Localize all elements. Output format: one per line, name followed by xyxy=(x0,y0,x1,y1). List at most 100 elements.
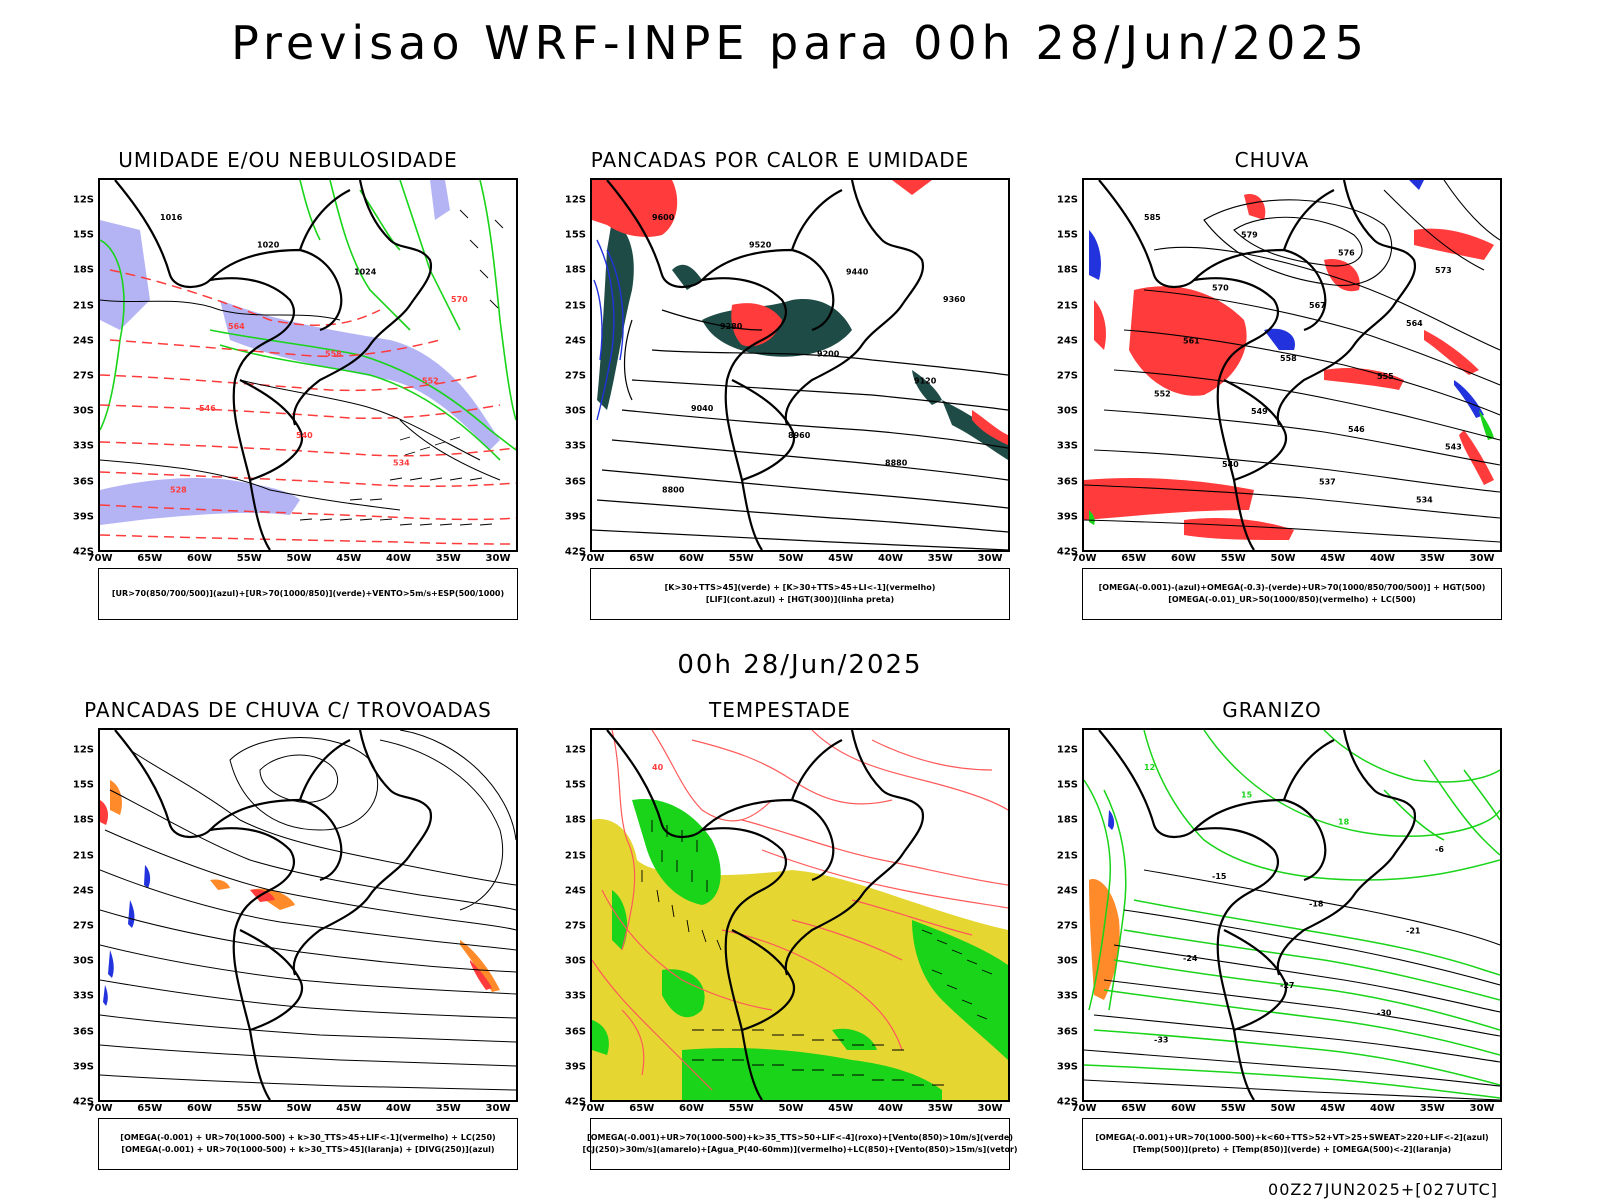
legend-line: [OMEGA(-0.001)+UR>70(1000-500)+k>35_TTS>… xyxy=(587,1133,1013,1142)
lat-tick-label: 30S xyxy=(72,955,94,967)
lat-tick-label: 33S xyxy=(1056,440,1078,452)
lon-tick-label: 65W xyxy=(1121,553,1147,564)
streamlines xyxy=(100,730,516,1091)
lat-tick-label: 42S xyxy=(564,546,586,558)
lat-tick-label: 39S xyxy=(564,511,586,523)
lon-tick-label: 65W xyxy=(629,1103,655,1114)
lat-tick-label: 36S xyxy=(72,1026,94,1038)
lat-tick-label: 30S xyxy=(1056,405,1078,417)
lat-tick-label: 33S xyxy=(72,440,94,452)
legend-line: [Temp(500)](preto) + [Temp(850)](verde) … xyxy=(1132,1145,1452,1154)
longitude-axis: 70W 65W 60W 55W 50W 45W 40W 35W 30W xyxy=(580,1102,1010,1116)
contour-label: 540 xyxy=(1222,460,1239,469)
main-title: Previsao WRF-INPE para 00h 28/Jun/2025 xyxy=(231,16,1369,70)
lat-tick-label: 24S xyxy=(72,885,94,897)
map-svg: 40 xyxy=(592,730,1008,1100)
run-timestamp: 00Z27JUN2025+[027UTC] xyxy=(1268,1180,1498,1199)
country-borders xyxy=(606,180,925,550)
map-frame: 12 15 18 -6 -15 -18 -21 -24 -27 -30 -33 xyxy=(1082,728,1502,1102)
lat-tick-label: 18S xyxy=(564,814,586,826)
legend-box: [OMEGA(-0.001)-(azul)+OMEGA(-0.3)-(verde… xyxy=(1082,568,1502,620)
lat-tick-label: 15S xyxy=(1056,229,1078,241)
lat-tick-label: 15S xyxy=(564,229,586,241)
lon-tick-label: 50W xyxy=(1270,553,1296,564)
lon-tick-label: 35W xyxy=(435,553,461,564)
legend-line: [UR>70(850/700/500)](azul)+[UR>70(1000/8… xyxy=(111,589,505,598)
panel-title: TEMPESTADE xyxy=(709,698,851,722)
contour-label: 15 xyxy=(1241,790,1253,799)
lat-tick-label: 27S xyxy=(564,920,586,932)
map-frame: 40 xyxy=(590,728,1010,1102)
lat-tick-label: 39S xyxy=(1056,511,1078,523)
latitude-axis: 12S 15S 18S 21S 24S 27S 30S 33S 36S 39S 42S xyxy=(58,178,96,558)
lon-tick-label: 35W xyxy=(927,1103,953,1114)
contour-label: 528 xyxy=(170,486,187,495)
water-contours xyxy=(592,730,1008,1091)
legend-box: [UR>70(850/700/500)](azul)+[UR>70(1000/8… xyxy=(98,568,518,620)
lon-tick-label: 55W xyxy=(728,1103,754,1114)
lat-tick-label: 36S xyxy=(564,476,586,488)
map-frame: 9600 9520 9440 9360 9280 9200 9120 9040 8960 8880… xyxy=(590,178,1010,552)
contour-label: 558 xyxy=(1280,354,1297,363)
legend-line: [OMEGA(-0.01)_UR>50(1000/850)(vermelho) … xyxy=(1168,595,1416,604)
panel-tempestade: TEMPESTADE 12S 15S 18S 21S 24S 27S 30S 33S 36S 39… xyxy=(550,698,1018,1178)
contour-label: 561 xyxy=(1183,337,1200,346)
hail-blue-area xyxy=(1108,810,1115,830)
rain-green-area xyxy=(1089,410,1494,525)
lat-tick-label: 33S xyxy=(564,440,586,452)
legend-box: [K>30+TTS>45](verde) + [K>30+TTS>45+LI<-… xyxy=(590,568,1010,620)
contour-label: 534 xyxy=(393,458,410,467)
contour-label: -6 xyxy=(1435,845,1444,854)
panel-title: PANCADAS DE CHUVA C/ TROVOADAS xyxy=(84,698,492,722)
lon-tick-label: 45W xyxy=(336,553,362,564)
legend-line: [OMEGA(-0.001) + UR>70(1000-500) + k>30_… xyxy=(120,1133,496,1142)
lon-tick-label: 35W xyxy=(1419,553,1445,564)
contour-label: 579 xyxy=(1241,231,1258,240)
legend-line: [LIF](cont.azul) + [HGT(300)](linha pret… xyxy=(705,595,895,604)
map-svg: 9600 9520 9440 9360 9280 9200 9120 9040 8960 8880… xyxy=(592,180,1008,550)
lat-tick-label: 36S xyxy=(72,476,94,488)
thickness-contours xyxy=(100,269,516,545)
lat-tick-label: 15S xyxy=(1056,779,1078,791)
lon-tick-label: 65W xyxy=(137,553,163,564)
lon-tick-label: 35W xyxy=(927,553,953,564)
lat-tick-label: 21S xyxy=(564,300,586,312)
lon-tick-label: 60W xyxy=(1171,553,1196,564)
lon-tick-label: 65W xyxy=(629,553,655,564)
contour-label: 576 xyxy=(1338,248,1355,257)
lon-tick-label: 30W xyxy=(977,553,1003,564)
lon-tick-label: 50W xyxy=(286,1103,312,1114)
lon-tick-label: 30W xyxy=(977,1103,1003,1114)
contour-label: 1016 xyxy=(160,213,183,222)
lon-tick-label: 50W xyxy=(778,553,804,564)
lat-tick-label: 33S xyxy=(564,990,586,1002)
latitude-axis: 12S 15S 18S 21S 24S 27S 30S 33S 36S 39S 42S xyxy=(1042,728,1080,1108)
contour-label: 8800 xyxy=(662,486,685,495)
wind-vectors xyxy=(299,209,504,526)
lon-tick-label: 60W xyxy=(1171,1103,1196,1114)
contour-label: -33 xyxy=(1154,1036,1168,1045)
lat-tick-label: 27S xyxy=(564,370,586,382)
pressure-contours xyxy=(100,299,501,511)
lon-tick-label: 70W xyxy=(87,1103,113,1114)
country-borders xyxy=(114,730,433,1100)
lat-tick-label: 21S xyxy=(72,850,94,862)
legend-box: [OMEGA(-0.001)+UR>70(1000-500)+k>35_TTS>… xyxy=(582,1118,1018,1170)
latitude-axis: 12S 15S 18S 21S 24S 27S 30S 33S 36S 39S 42S xyxy=(550,728,588,1108)
panel-title: GRANIZO xyxy=(1222,698,1322,722)
lon-tick-label: 40W xyxy=(878,553,903,564)
lat-tick-label: 42S xyxy=(72,546,94,558)
legend-box: [OMEGA(-0.001) + UR>70(1000-500) + k>30_… xyxy=(98,1118,518,1170)
contour-label: 8960 xyxy=(788,431,811,440)
lat-tick-label: 12S xyxy=(1056,744,1078,756)
lon-tick-label: 35W xyxy=(435,1103,461,1114)
lon-tick-label: 30W xyxy=(1469,1103,1495,1114)
country-borders xyxy=(114,180,433,550)
humidity-mid-layer xyxy=(100,180,500,525)
contour-label: 9600 xyxy=(652,213,675,222)
contour-label: 8880 xyxy=(885,458,908,467)
legend-line: [K>30+TTS>45](verde) + [K>30+TTS>45+LI<-… xyxy=(664,583,936,592)
lat-tick-label: 36S xyxy=(564,1026,586,1038)
lat-tick-label: 30S xyxy=(564,405,586,417)
legend-box: [OMEGA(-0.001)+UR>70(1000-500)+k<60+TTS>… xyxy=(1082,1118,1502,1170)
